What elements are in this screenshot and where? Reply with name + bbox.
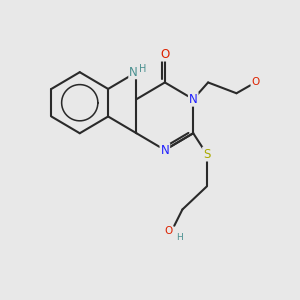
Text: O: O xyxy=(164,226,172,236)
Text: O: O xyxy=(251,77,260,87)
Text: H: H xyxy=(176,232,183,242)
Text: S: S xyxy=(203,148,210,160)
Text: N: N xyxy=(129,66,138,79)
Text: H: H xyxy=(139,64,146,74)
Text: O: O xyxy=(160,48,170,61)
Text: N: N xyxy=(189,93,198,106)
Text: N: N xyxy=(160,143,169,157)
